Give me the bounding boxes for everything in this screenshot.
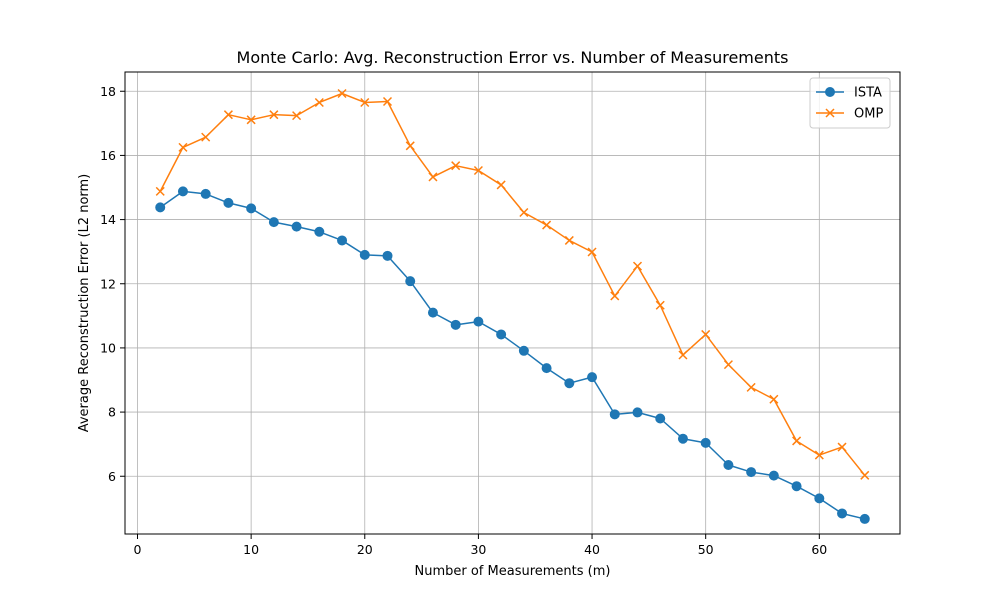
data-point-ista — [632, 407, 643, 418]
data-point-ista — [609, 409, 620, 420]
data-point-omp — [178, 142, 188, 152]
data-point-ista — [677, 433, 688, 444]
data-point-omp — [519, 207, 529, 218]
data-point-omp — [246, 115, 256, 125]
data-point-omp — [610, 291, 620, 301]
data-point-ista — [291, 221, 302, 232]
y-tick-label: 14 — [100, 212, 116, 227]
data-point-omp — [292, 111, 302, 121]
x-tick-label: 10 — [243, 542, 259, 557]
legend-label: OMP — [854, 107, 883, 122]
data-point-omp — [542, 220, 552, 230]
data-point-ista — [246, 203, 257, 214]
data-point-ista — [791, 481, 802, 492]
data-point-ista — [859, 513, 870, 524]
data-point-ista — [177, 186, 188, 197]
data-point-omp — [428, 172, 438, 182]
data-point-omp — [678, 350, 688, 360]
data-point-omp — [223, 110, 233, 120]
data-point-omp — [269, 110, 279, 120]
data-point-ista — [541, 363, 552, 374]
data-point-omp — [825, 108, 835, 118]
data-point-omp — [769, 394, 779, 404]
y-tick-label: 16 — [100, 148, 116, 163]
y-tick-label: 12 — [100, 276, 116, 291]
x-axis-label: Number of Measurements (m) — [415, 564, 611, 579]
data-point-omp — [792, 436, 802, 446]
data-point-ista — [314, 226, 325, 237]
data-point-omp — [473, 165, 483, 176]
data-point-omp — [496, 180, 506, 190]
data-point-omp — [564, 235, 574, 245]
axis-ticks: 0 10 20 30 40 50 60 6 8 10 12 14 16 18 — [100, 84, 827, 557]
x-tick-label: 50 — [698, 542, 714, 557]
data-point-ista — [700, 437, 711, 448]
data-point-omp — [746, 382, 756, 392]
data-point-ista — [155, 202, 166, 213]
data-point-ista — [496, 329, 507, 340]
data-point-ista — [268, 217, 279, 228]
y-tick-label: 8 — [108, 405, 116, 420]
legend-item-omp: OMP — [816, 107, 883, 122]
data-point-ista — [723, 460, 734, 471]
chart-title: Monte Carlo: Avg. Reconstruction Error v… — [237, 48, 789, 67]
data-point-ista — [587, 372, 598, 383]
data-point-ista — [825, 87, 835, 97]
data-point-omp — [814, 450, 824, 460]
plot-frame — [124, 71, 901, 535]
data-point-omp — [314, 97, 324, 108]
data-point-omp — [701, 329, 711, 339]
data-point-ista — [359, 249, 370, 260]
x-tick-label: 0 — [134, 542, 142, 557]
x-tick-label: 60 — [811, 542, 827, 557]
data-point-omp — [632, 261, 643, 271]
series-ista — [155, 186, 870, 524]
data-point-ista — [655, 413, 666, 424]
data-point-omp — [451, 161, 461, 171]
data-point-omp — [405, 141, 415, 151]
data-point-omp — [860, 470, 870, 480]
data-point-ista — [564, 378, 575, 389]
legend: ISTA OMP — [809, 77, 891, 129]
data-point-ista — [200, 188, 211, 199]
data-point-ista — [837, 508, 848, 519]
y-axis-label: Average Reconstruction Error (L2 norm) — [77, 174, 92, 433]
data-point-ista — [405, 276, 416, 287]
data-point-omp — [587, 247, 597, 257]
data-point-ista — [473, 316, 484, 327]
x-tick-label: 20 — [357, 542, 373, 557]
data-point-ista — [746, 467, 757, 478]
series-layer — [155, 88, 870, 524]
data-point-ista — [768, 470, 779, 481]
y-tick-label: 6 — [108, 469, 116, 484]
data-point-ista — [450, 319, 461, 330]
data-point-ista — [518, 345, 529, 356]
data-point-omp — [155, 186, 165, 196]
data-point-omp — [360, 97, 370, 108]
data-point-omp — [337, 88, 347, 99]
grid — [125, 72, 900, 534]
series-omp — [155, 88, 870, 480]
data-point-omp — [382, 96, 393, 107]
data-point-omp — [201, 132, 211, 142]
x-tick-label: 30 — [470, 542, 486, 557]
x-tick-label: 40 — [584, 542, 600, 557]
data-point-ista — [814, 493, 825, 504]
y-tick-label: 10 — [100, 340, 116, 355]
legend-label: ISTA — [854, 86, 882, 101]
data-point-omp — [655, 300, 665, 310]
data-point-omp — [837, 442, 847, 452]
legend-item-ista: ISTA — [816, 86, 882, 101]
data-point-ista — [382, 250, 393, 261]
data-point-omp — [723, 360, 733, 370]
data-point-ista — [337, 235, 348, 246]
data-point-ista — [427, 307, 438, 318]
y-tick-label: 18 — [100, 84, 116, 99]
data-point-ista — [223, 197, 234, 208]
